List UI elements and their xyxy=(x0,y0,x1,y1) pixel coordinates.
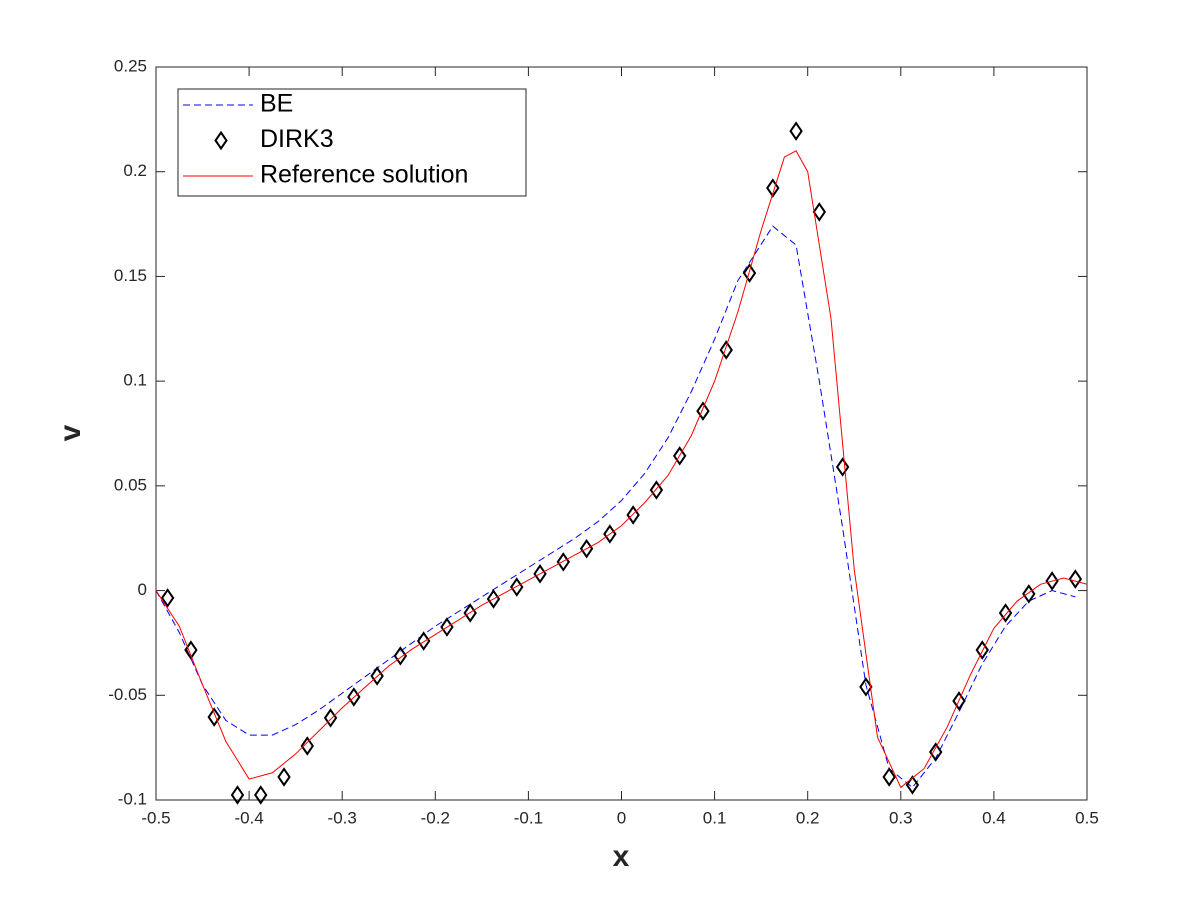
x-tick-label: 0.2 xyxy=(796,808,820,827)
data-point xyxy=(416,631,431,651)
data-point xyxy=(672,446,687,466)
data-point xyxy=(905,775,920,795)
line xyxy=(155,150,1088,789)
legend-label: BE xyxy=(260,90,293,118)
data-point xyxy=(533,564,547,584)
line xyxy=(155,225,1076,789)
data-point xyxy=(1068,569,1083,589)
data-point xyxy=(952,691,966,711)
data-point xyxy=(230,785,245,805)
x-tick-label: 0 xyxy=(617,808,626,827)
x-tick-label: 0.5 xyxy=(1075,808,1099,827)
data-point xyxy=(812,202,827,222)
data-point xyxy=(393,646,408,666)
y-tick-label: -0.1 xyxy=(118,789,147,808)
y-tick-label: 0.05 xyxy=(114,475,147,494)
x-tick-label: -0.3 xyxy=(328,808,357,827)
data-point xyxy=(835,457,850,477)
x-tick-label: -0.2 xyxy=(421,808,450,827)
y-tick-label: -0.05 xyxy=(108,685,147,704)
data-point xyxy=(300,736,315,756)
data-point xyxy=(486,589,501,609)
data-point xyxy=(160,588,175,608)
data-point xyxy=(1045,571,1059,591)
y-tick-label: 0.25 xyxy=(114,56,147,75)
data-point xyxy=(579,538,594,559)
data-point xyxy=(928,742,943,762)
data-point xyxy=(696,401,710,421)
x-tick-label: -0.1 xyxy=(514,808,543,827)
y-tick-label: 0.1 xyxy=(123,371,147,390)
data-point xyxy=(975,640,989,660)
data-point xyxy=(766,178,780,198)
legend-label: Reference solution xyxy=(260,161,468,189)
y-tick-label: 0.2 xyxy=(123,161,147,180)
data-point xyxy=(882,767,896,787)
data-point xyxy=(277,767,291,787)
y-tick-label: 0 xyxy=(138,580,147,599)
data-point xyxy=(789,121,803,141)
x-tick-label: 0.3 xyxy=(889,808,913,827)
x-tick-label: 0.4 xyxy=(982,808,1006,827)
data-point xyxy=(254,785,268,805)
legend-label: DIRK3 xyxy=(260,125,334,153)
data-point xyxy=(859,677,873,697)
data-point xyxy=(719,340,733,360)
data-point xyxy=(742,263,757,283)
y-axis-label: v xyxy=(54,424,87,441)
x-axis-label: x xyxy=(613,840,630,873)
data-point xyxy=(1022,584,1036,604)
legend-box xyxy=(177,88,527,197)
x-tick-label: -0.4 xyxy=(234,808,263,827)
data-point xyxy=(207,707,221,727)
x-tick-label: -0.5 xyxy=(141,808,170,827)
y-tick-label: 0.15 xyxy=(114,266,147,285)
legend-symbol xyxy=(214,130,228,151)
data-point xyxy=(626,505,640,525)
data-point xyxy=(649,480,664,500)
x-tick-label: 0.1 xyxy=(703,808,727,827)
